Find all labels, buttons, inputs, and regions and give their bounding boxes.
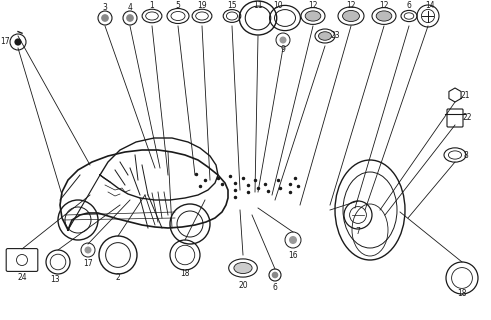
Text: 12: 12: [379, 2, 389, 11]
Text: 5: 5: [176, 2, 180, 11]
Text: 14: 14: [425, 2, 435, 11]
Text: 7: 7: [355, 227, 360, 236]
Text: 6: 6: [407, 2, 411, 11]
Text: 17: 17: [0, 37, 10, 46]
Ellipse shape: [319, 32, 331, 40]
Text: 1: 1: [150, 2, 154, 11]
Text: 15: 15: [227, 2, 237, 11]
Text: 23: 23: [330, 31, 340, 41]
Circle shape: [101, 14, 109, 22]
Text: 12: 12: [308, 2, 318, 11]
Text: 18: 18: [457, 290, 467, 299]
Circle shape: [84, 246, 91, 253]
Text: 21: 21: [460, 91, 470, 100]
Text: 4: 4: [128, 4, 133, 12]
Text: 2: 2: [115, 274, 120, 283]
Text: 22: 22: [462, 114, 472, 123]
Circle shape: [279, 36, 287, 44]
Text: 6: 6: [273, 284, 277, 292]
Text: 20: 20: [238, 281, 248, 290]
Text: 9: 9: [280, 45, 285, 54]
Text: 16: 16: [288, 251, 298, 260]
Text: 18: 18: [180, 269, 190, 278]
Text: 13: 13: [50, 275, 60, 284]
Ellipse shape: [343, 11, 359, 21]
Text: 3: 3: [103, 4, 108, 12]
Text: 19: 19: [197, 2, 207, 11]
Text: 8: 8: [464, 150, 468, 159]
Ellipse shape: [376, 11, 392, 21]
Circle shape: [14, 38, 22, 46]
Text: 10: 10: [273, 2, 283, 11]
Text: 11: 11: [253, 2, 263, 11]
Circle shape: [272, 272, 278, 278]
Text: 24: 24: [17, 274, 27, 283]
Circle shape: [289, 236, 297, 244]
Circle shape: [126, 14, 134, 22]
Text: 12: 12: [346, 2, 356, 11]
Ellipse shape: [234, 262, 252, 274]
Ellipse shape: [305, 11, 321, 21]
Text: 17: 17: [83, 260, 93, 268]
